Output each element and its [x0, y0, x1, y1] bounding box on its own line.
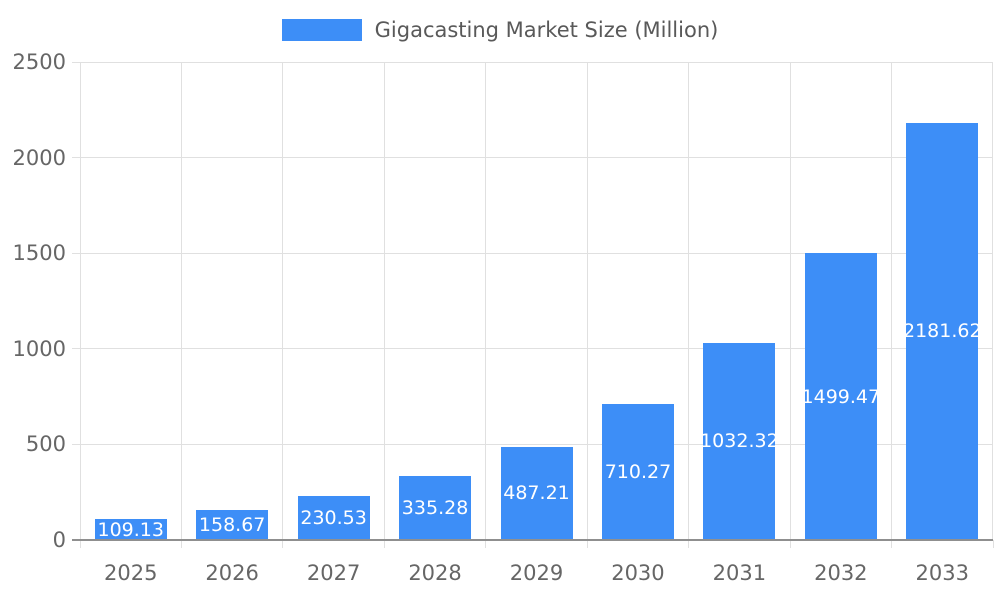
x-tick-label: 2032 — [814, 561, 868, 585]
y-tick-mark — [72, 443, 80, 445]
v-gridline — [383, 62, 385, 540]
x-tick-label: 2033 — [915, 561, 969, 585]
y-tick-mark — [72, 157, 80, 159]
y-tick-label: 500 — [25, 432, 66, 457]
x-tick-mark — [992, 540, 994, 548]
y-tick-mark — [72, 252, 80, 254]
v-gridline — [282, 62, 284, 540]
x-tick-mark — [789, 540, 791, 548]
x-tick-mark — [180, 540, 182, 548]
bar[interactable] — [500, 446, 573, 540]
x-tick-label: 2031 — [712, 561, 767, 585]
x-tick-mark — [586, 540, 588, 548]
x-tick-label: 2029 — [509, 561, 564, 585]
bar[interactable] — [94, 519, 167, 540]
x-tick-label: 2030 — [611, 561, 665, 585]
h-gridline — [80, 348, 993, 350]
v-gridline — [688, 62, 690, 540]
x-tick-mark — [485, 540, 487, 548]
v-gridline — [79, 62, 81, 540]
x-tick-mark — [383, 540, 385, 548]
h-gridline — [80, 157, 993, 159]
v-gridline — [789, 62, 791, 540]
legend-swatch — [281, 19, 362, 41]
x-axis-line — [72, 539, 993, 541]
x-tick-label: 2025 — [103, 561, 158, 585]
y-tick-mark — [72, 61, 80, 63]
x-tick-label: 2028 — [408, 561, 462, 585]
v-gridline — [586, 62, 588, 540]
legend-label: Gigacasting Market Size (Million) — [374, 18, 719, 42]
y-tick-mark — [72, 348, 80, 350]
bar[interactable] — [601, 404, 674, 540]
h-gridline — [80, 443, 993, 445]
bar[interactable] — [906, 122, 979, 540]
bar[interactable] — [804, 253, 877, 540]
x-tick-mark — [79, 540, 81, 548]
bar[interactable] — [297, 495, 370, 540]
plot-area: 109.13 158.67 230.53 335.28 487.21 710.27 1032… — [79, 61, 993, 541]
bar[interactable] — [703, 342, 776, 540]
v-gridline — [991, 62, 993, 540]
y-tick-label: 1500 — [12, 241, 66, 266]
legend[interactable]: Gigacasting Market Size (Million) — [0, 17, 1000, 43]
x-tick-label: 2027 — [306, 561, 361, 585]
x-tick-mark — [891, 540, 893, 548]
h-gridline — [80, 61, 993, 63]
bar[interactable] — [196, 509, 269, 540]
x-tick-mark — [688, 540, 690, 548]
x-tick-mark — [282, 540, 284, 548]
bar[interactable] — [399, 475, 472, 540]
y-tick-label: 2000 — [12, 145, 66, 170]
v-gridline — [180, 62, 182, 540]
v-gridline — [891, 62, 893, 540]
y-tick-label: 0 — [52, 528, 66, 552]
y-tick-label: 2500 — [12, 50, 66, 74]
y-tick-label: 1000 — [12, 336, 66, 361]
x-tick-label: 2026 — [205, 561, 259, 585]
v-gridline — [485, 62, 487, 540]
h-gridline — [80, 252, 993, 254]
